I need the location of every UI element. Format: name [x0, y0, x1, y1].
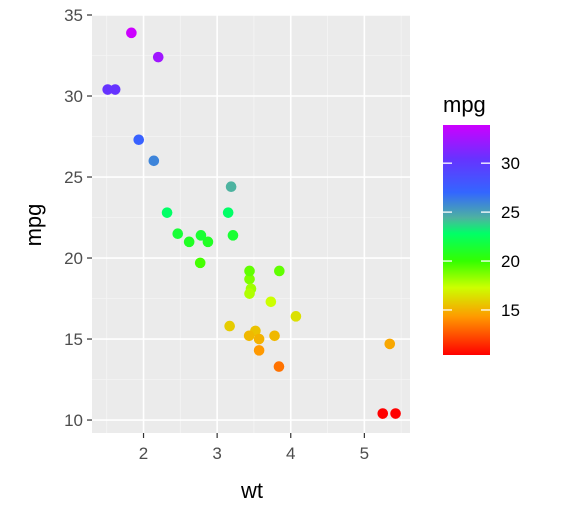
data-point: [222, 207, 234, 218]
data-point: [244, 273, 255, 285]
data-point: [384, 338, 396, 350]
data-point: [253, 345, 265, 356]
grid-major-lines: [92, 14, 410, 433]
legend-break-label: 25: [501, 203, 520, 222]
x-tick-label: 3: [212, 444, 221, 463]
y-tick-label: 35: [64, 6, 83, 25]
data-point: [152, 51, 164, 63]
legend-break-label: 15: [501, 301, 520, 320]
legend-title: mpg: [443, 92, 486, 117]
legend-ticks: 15 20 25 30: [443, 154, 520, 320]
data-point: [194, 257, 206, 269]
y-axis-title: mpg: [21, 204, 46, 247]
y-axis: 10 15 20 25 30 35: [64, 6, 92, 430]
color-legend: mpg 15 20 25 30: [443, 92, 520, 355]
x-axis: 2 3 4 5: [139, 433, 369, 463]
data-point: [243, 330, 255, 342]
y-tick-label: 20: [64, 249, 83, 268]
y-tick-label: 15: [64, 330, 83, 349]
data-point: [202, 236, 214, 248]
x-tick-label: 4: [286, 444, 295, 463]
x-tick-label: 5: [360, 444, 369, 463]
data-point: [290, 311, 302, 322]
data-point: [273, 361, 285, 372]
x-axis-title: wt: [240, 478, 263, 503]
data-point: [172, 228, 184, 240]
data-point: [126, 27, 137, 39]
data-point: [269, 330, 280, 342]
data-point: [148, 155, 160, 167]
y-tick-label: 30: [64, 87, 83, 106]
data-point: [253, 333, 265, 345]
data-point: [265, 296, 277, 308]
data-point: [102, 84, 113, 95]
legend-colorbar: [443, 125, 490, 355]
data-point: [224, 320, 235, 332]
data-point: [227, 230, 239, 241]
y-tick-label: 10: [64, 411, 83, 430]
data-point: [377, 408, 389, 419]
data-point: [183, 236, 195, 248]
grid-minor-lines: [92, 15, 410, 433]
legend-break-label: 20: [501, 252, 520, 271]
data-point: [244, 265, 255, 277]
legend-break-label: 30: [501, 154, 520, 173]
plot-panel: [92, 15, 410, 433]
data-point: [161, 207, 173, 218]
data-point: [225, 181, 237, 193]
data-point: [109, 84, 121, 95]
y-tick-label: 25: [64, 168, 83, 187]
data-point: [274, 265, 285, 277]
data-points: [102, 27, 401, 419]
data-point: [195, 230, 207, 241]
x-tick-label: 2: [139, 444, 148, 463]
data-point: [133, 134, 145, 146]
data-point: [390, 408, 401, 419]
data-point: [244, 288, 255, 299]
